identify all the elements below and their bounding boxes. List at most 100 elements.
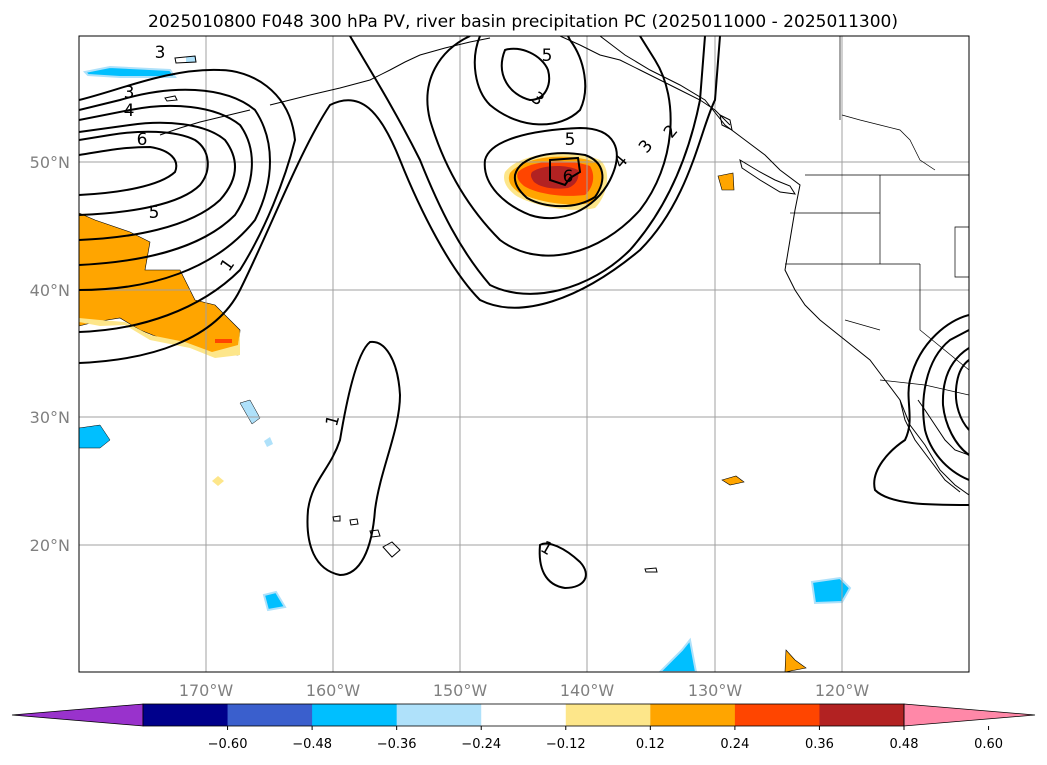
longitude-labels: 170°W 160°W 150°W 140°W 130°W 120°W (179, 681, 870, 700)
contour-label: 5 (542, 46, 553, 66)
colorbar-segment (734, 704, 820, 726)
border-utah (954, 226, 969, 278)
colorbar-frame (142, 703, 905, 727)
colorbar-ticks: −0.60 −0.48 −0.36 −0.24 −0.12 0.12 0.24 0.36 0.4… (208, 726, 1003, 752)
pv-contours (79, 36, 969, 590)
pv-contour-central-7 (549, 156, 582, 187)
latitude-labels: 50°N 40°N 30°N 20°N (30, 153, 70, 555)
border-nevada (919, 264, 969, 371)
lon-label: 130°W (688, 681, 743, 700)
contour-label: 5 (565, 130, 576, 150)
colorbar-tick-label: −0.24 (461, 737, 501, 752)
colorbar-tick-label: −0.60 (208, 737, 248, 752)
colorbar-segment (312, 704, 398, 726)
contour-label: 5 (149, 203, 160, 223)
precip-neg-8 (264, 437, 273, 447)
contour-label: 6 (137, 130, 148, 150)
coastline-haida-gwaii (719, 114, 733, 131)
colorbar-tick-label: −0.48 (292, 737, 332, 752)
colorbar-segment (819, 704, 905, 726)
precip-spot-1 (717, 172, 735, 191)
pv-contour-west-6 (79, 130, 209, 216)
precip-neg-2 (79, 424, 111, 449)
contour-label: 3 (155, 43, 166, 63)
coastline-vancouver-island (739, 158, 796, 195)
precip-neg-5 (810, 576, 852, 605)
coastline-aleutians (159, 109, 251, 136)
pv-contour-east-1 (873, 314, 969, 506)
island-small-2 (174, 55, 197, 64)
precip-neg-7 (186, 56, 196, 62)
pv-contour-west-4 (79, 104, 253, 266)
colorbar-tick-label: −0.36 (377, 737, 417, 752)
pv-contour-hawaii (306, 340, 402, 577)
precip-neg-4 (262, 590, 287, 612)
colorbar-segment (143, 704, 229, 726)
lon-label: 160°W (306, 681, 361, 700)
colorbar-tick-label: 0.24 (720, 737, 749, 752)
pv-contour-central-4 (500, 47, 550, 102)
pv-contour-west-5 (79, 121, 237, 241)
border-california-interior (844, 319, 881, 331)
precip-spot-4 (212, 476, 224, 486)
lat-label: 30°N (30, 408, 70, 427)
colorbar-tick-label: 0.48 (890, 737, 919, 752)
precip-spot-west-red (215, 339, 232, 343)
lon-label: 150°W (433, 681, 488, 700)
contour-label: 6 (563, 167, 574, 187)
colorbar-segment (650, 704, 736, 726)
lon-label: 170°W (179, 681, 234, 700)
precip-spot-3 (784, 649, 807, 672)
lat-label: 40°N (30, 281, 70, 300)
colorbar-tick-label: 0.60 (974, 737, 1003, 752)
pv-contour-central-2 (426, 36, 672, 257)
precip-neg-1 (82, 65, 177, 78)
map-panel: 3 3 4 6 5 1 5 3 5 6 4 3 2 1 1 50°N 40°N … (30, 35, 970, 700)
pv-contour-east-2 (922, 329, 969, 481)
contour-label: 1 (322, 413, 344, 429)
border-canada-coastal (841, 114, 936, 171)
colorbar-tick-label: −0.12 (546, 737, 586, 752)
colorbar: −0.60 −0.48 −0.36 −0.24 −0.12 0.12 0.24 0.36 0.4… (11, 703, 1036, 752)
colorbar-segment (565, 704, 651, 726)
colorbar-extend-high (903, 703, 1036, 727)
contour-label: 4 (124, 101, 135, 121)
lat-label: 50°N (30, 153, 70, 172)
colorbar-segments (11, 703, 1036, 727)
pv-contour-central-1 (349, 36, 706, 295)
pv-contour-east-3 (941, 347, 969, 456)
colorbar-extend-low (11, 703, 144, 727)
pv-contour-west-7 (79, 145, 178, 196)
colorbar-tick-label: 0.36 (805, 737, 834, 752)
lon-label: 140°W (560, 681, 615, 700)
pv-contour-central-5 (483, 126, 618, 220)
coastline-alaska-panhandle (559, 36, 731, 126)
hawaii-big-island (382, 541, 401, 558)
pv-contour-west-3 (79, 88, 271, 291)
lat-label: 20°N (30, 536, 70, 555)
precip-spot-2 (721, 475, 745, 486)
colorbar-segment (396, 704, 482, 726)
pv-contour-labels: 3 3 4 6 5 1 5 3 5 6 4 3 2 1 1 (124, 43, 683, 560)
pv-contour-west-1 (79, 36, 721, 364)
coastline-baja (899, 399, 961, 493)
pv-contour-central-3 (473, 36, 587, 126)
precip-neg-6 (658, 637, 698, 672)
colorbar-segment (227, 704, 313, 726)
lon-label: 120°W (815, 681, 870, 700)
contour-label: 3 (124, 83, 135, 103)
colorbar-segment (481, 704, 567, 726)
precip-area-west-edge (79, 318, 240, 358)
political-borders (785, 36, 969, 396)
island-small-1 (164, 95, 178, 102)
hawaii-kauai (332, 515, 341, 522)
pv-contour-west-2 (79, 68, 297, 333)
hawaii-oahu (349, 518, 359, 526)
island-guadalupe (644, 567, 658, 573)
figure-title: 2025010800 F048 300 hPa PV, river basin … (148, 12, 898, 32)
map-frame (78, 35, 970, 673)
pv-contour-central-6 (513, 152, 604, 208)
pv-contour-small (538, 542, 587, 590)
colorbar-tick-label: 0.12 (636, 737, 665, 752)
